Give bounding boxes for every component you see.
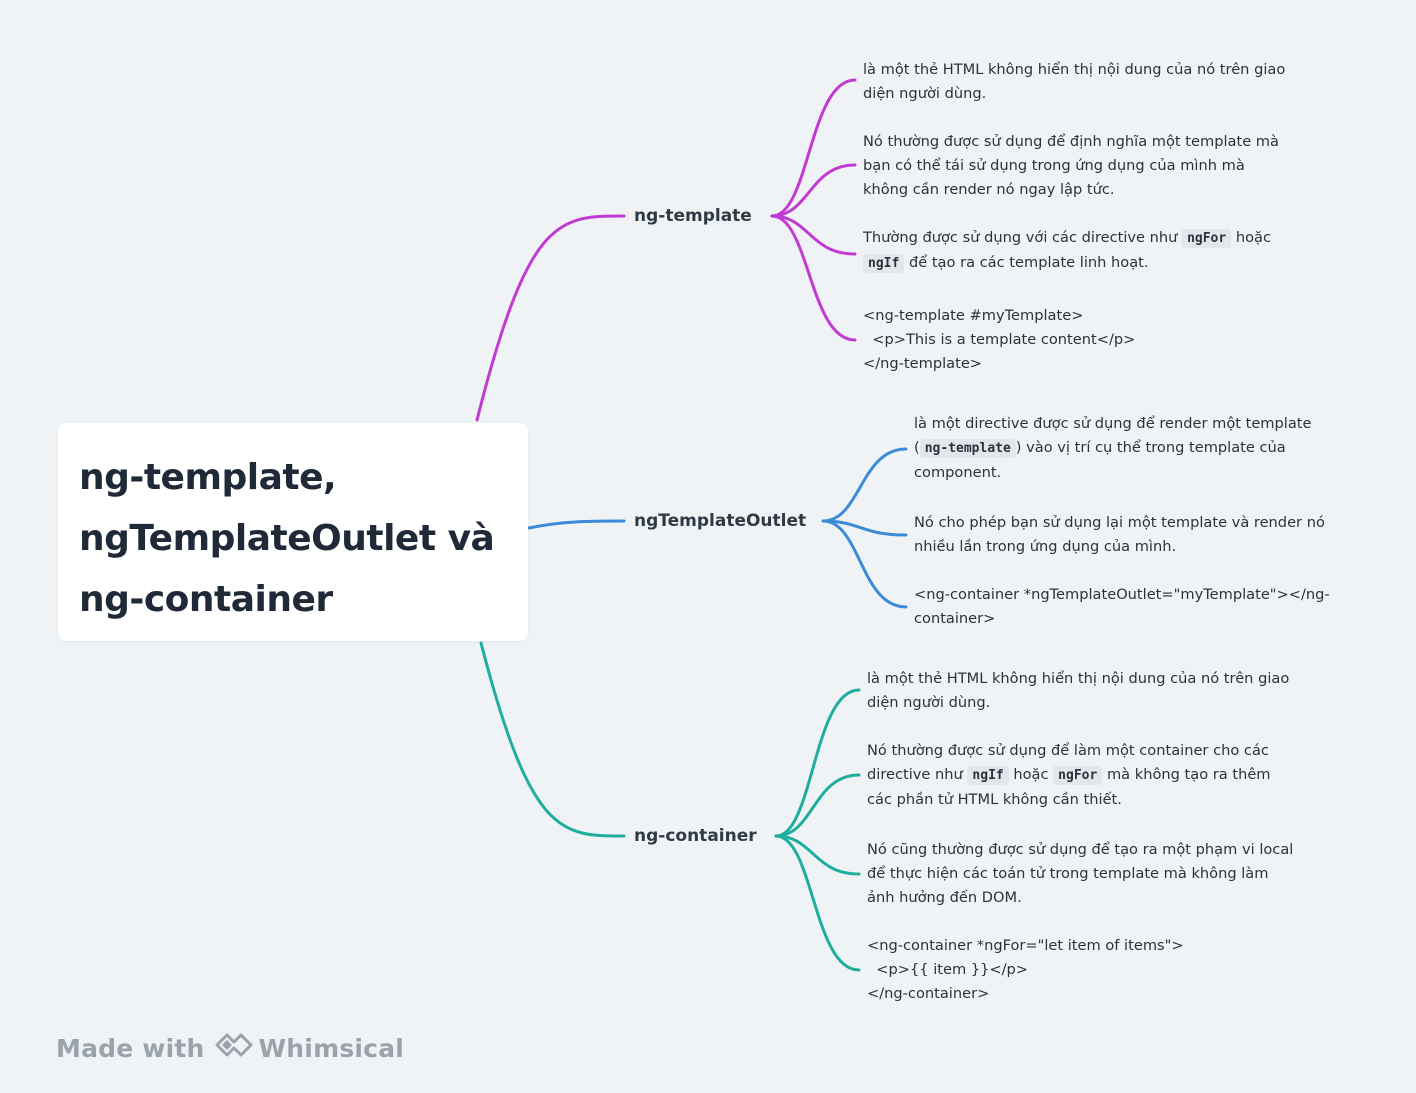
connector-ng-template-to-leaf-4 bbox=[770, 214, 857, 342]
leaf-text-line: <p>This is a template content</p> bbox=[863, 331, 1136, 348]
leaf-text-line: directive như ngIf hoặc ngFor mà không t… bbox=[867, 766, 1271, 785]
connector-ng-container-to-leaf-2 bbox=[774, 773, 861, 838]
connector-ng-template-to-leaf-1 bbox=[770, 78, 857, 218]
leaf-node-ng-template-outlet[interactable]: là một directive được sử dụng để render … bbox=[914, 412, 1384, 485]
connector-root-to-ng-template-outlet bbox=[527, 519, 626, 530]
branch-node-ng-container[interactable]: ng-container bbox=[634, 826, 757, 846]
made-with-whimsical-badge[interactable]: Made with Whimsical bbox=[56, 1032, 404, 1064]
leaf-text-line: là một thẻ HTML không hiển thị nội dung … bbox=[867, 670, 1290, 687]
leaf-node-ng-template[interactable]: Nó thường được sử dụng để định nghĩa một… bbox=[863, 130, 1333, 202]
inline-code: ngIf bbox=[967, 766, 1009, 785]
leaf-text-line: là một thẻ HTML không hiển thị nội dung … bbox=[863, 61, 1286, 78]
connector-ng-container-to-leaf-4 bbox=[774, 834, 861, 972]
leaf-text-line: </ng-template> bbox=[863, 355, 983, 372]
connector-ng-container-to-leaf-1 bbox=[774, 688, 861, 838]
leaf-text-line: không cần render nó ngay lập tức. bbox=[863, 181, 1115, 198]
leaf-text-line: các phần tử HTML không cần thiết. bbox=[867, 791, 1122, 808]
leaf-node-ng-template[interactable]: Thường được sử dụng với các directive nh… bbox=[863, 226, 1333, 276]
root-title-line: ngTemplateOutlet và bbox=[79, 518, 495, 559]
connector-ng-container-to-leaf-3 bbox=[774, 834, 861, 876]
leaf-text-line: <ng-container *ngTemplateOutlet="myTempl… bbox=[914, 586, 1330, 603]
connector-ng-template-to-leaf-2 bbox=[770, 163, 857, 218]
leaf-text-line: Nó thường được sử dụng để định nghĩa một… bbox=[863, 133, 1279, 150]
connector-root-to-ng-template bbox=[475, 214, 626, 422]
leaf-text-line: diện người dùng. bbox=[867, 694, 991, 711]
leaf-text-line: Nó thường được sử dụng để làm một contai… bbox=[867, 742, 1269, 759]
inline-code: ngFor bbox=[1053, 766, 1103, 785]
leaf-text-line: container> bbox=[914, 610, 996, 627]
leaf-text-line: là một directive được sử dụng để render … bbox=[914, 415, 1312, 432]
leaf-node-ng-container[interactable]: <ng-container *ngFor="let item of items"… bbox=[867, 934, 1337, 1006]
leaf-text-line: <ng-container *ngFor="let item of items"… bbox=[867, 937, 1184, 954]
leaf-text-line: Nó cũng thường được sử dụng để tạo ra mộ… bbox=[867, 841, 1294, 858]
leaf-text-line: (ng-template) vào vị trí cụ thể trong te… bbox=[914, 439, 1286, 458]
leaf-node-ng-template[interactable]: <ng-template #myTemplate> <p>This is a t… bbox=[863, 304, 1333, 376]
root-title-line: ng-template, bbox=[79, 457, 337, 498]
branch-node-ng-template[interactable]: ng-template bbox=[634, 206, 752, 226]
leaf-text-line: <p>{{ item }}</p> bbox=[867, 961, 1029, 978]
connector-ng-template-to-leaf-3 bbox=[770, 214, 857, 256]
inline-code: ngIf bbox=[863, 254, 905, 273]
leaf-node-ng-container[interactable]: Nó thường được sử dụng để làm một contai… bbox=[867, 739, 1337, 812]
leaf-text-line: component. bbox=[914, 464, 1002, 481]
inline-code: ngFor bbox=[1182, 229, 1232, 248]
branch-node-ng-template-outlet[interactable]: ngTemplateOutlet bbox=[634, 511, 807, 531]
connector-ng-template-outlet-to-leaf-1 bbox=[821, 447, 908, 523]
root-title: ng-template, ngTemplateOutlet và ng-cont… bbox=[79, 447, 518, 630]
connector-root-to-ng-container bbox=[479, 641, 626, 838]
watermark-prefix: Made with bbox=[56, 1033, 205, 1063]
whimsical-logo-icon bbox=[215, 1032, 253, 1064]
leaf-text-line: bạn có thể tái sử dụng trong ứng dụng củ… bbox=[863, 157, 1245, 174]
connector-ng-template-outlet-to-leaf-3 bbox=[821, 519, 908, 609]
connector-ng-template-outlet-to-leaf-2 bbox=[821, 519, 908, 537]
leaf-text-line: ngIf để tạo ra các template linh hoạt. bbox=[863, 251, 1333, 276]
root-title-line: ng-container bbox=[79, 579, 333, 620]
leaf-node-ng-template[interactable]: là một thẻ HTML không hiển thị nội dung … bbox=[863, 58, 1333, 106]
leaf-node-ng-template-outlet[interactable]: Nó cho phép bạn sử dụng lại một template… bbox=[914, 511, 1384, 559]
leaf-text-line: để thực hiện các toán tử trong template … bbox=[867, 865, 1269, 882]
leaf-node-ng-container[interactable]: là một thẻ HTML không hiển thị nội dung … bbox=[867, 667, 1337, 715]
leaf-node-ng-template-outlet[interactable]: <ng-container *ngTemplateOutlet="myTempl… bbox=[914, 583, 1384, 631]
leaf-text-line: Nó cho phép bạn sử dụng lại một template… bbox=[914, 514, 1325, 531]
watermark-brand: Whimsical bbox=[258, 1033, 405, 1063]
leaf-text-line: <ng-template #myTemplate> bbox=[863, 307, 1084, 324]
leaf-text-line: ảnh hưởng đến DOM. bbox=[867, 889, 1022, 906]
leaf-node-ng-container[interactable]: Nó cũng thường được sử dụng để tạo ra mộ… bbox=[867, 838, 1337, 910]
leaf-text-line: nhiều lần trong ứng dụng của mình. bbox=[914, 538, 1177, 555]
leaf-text-line: diện người dùng. bbox=[863, 85, 987, 102]
inline-code: ng-template bbox=[919, 439, 1016, 458]
leaf-text-line: Thường được sử dụng với các directive nh… bbox=[863, 229, 1271, 248]
root-node[interactable]: ng-template, ngTemplateOutlet và ng-cont… bbox=[58, 423, 528, 641]
leaf-text-line: </ng-container> bbox=[867, 985, 990, 1002]
